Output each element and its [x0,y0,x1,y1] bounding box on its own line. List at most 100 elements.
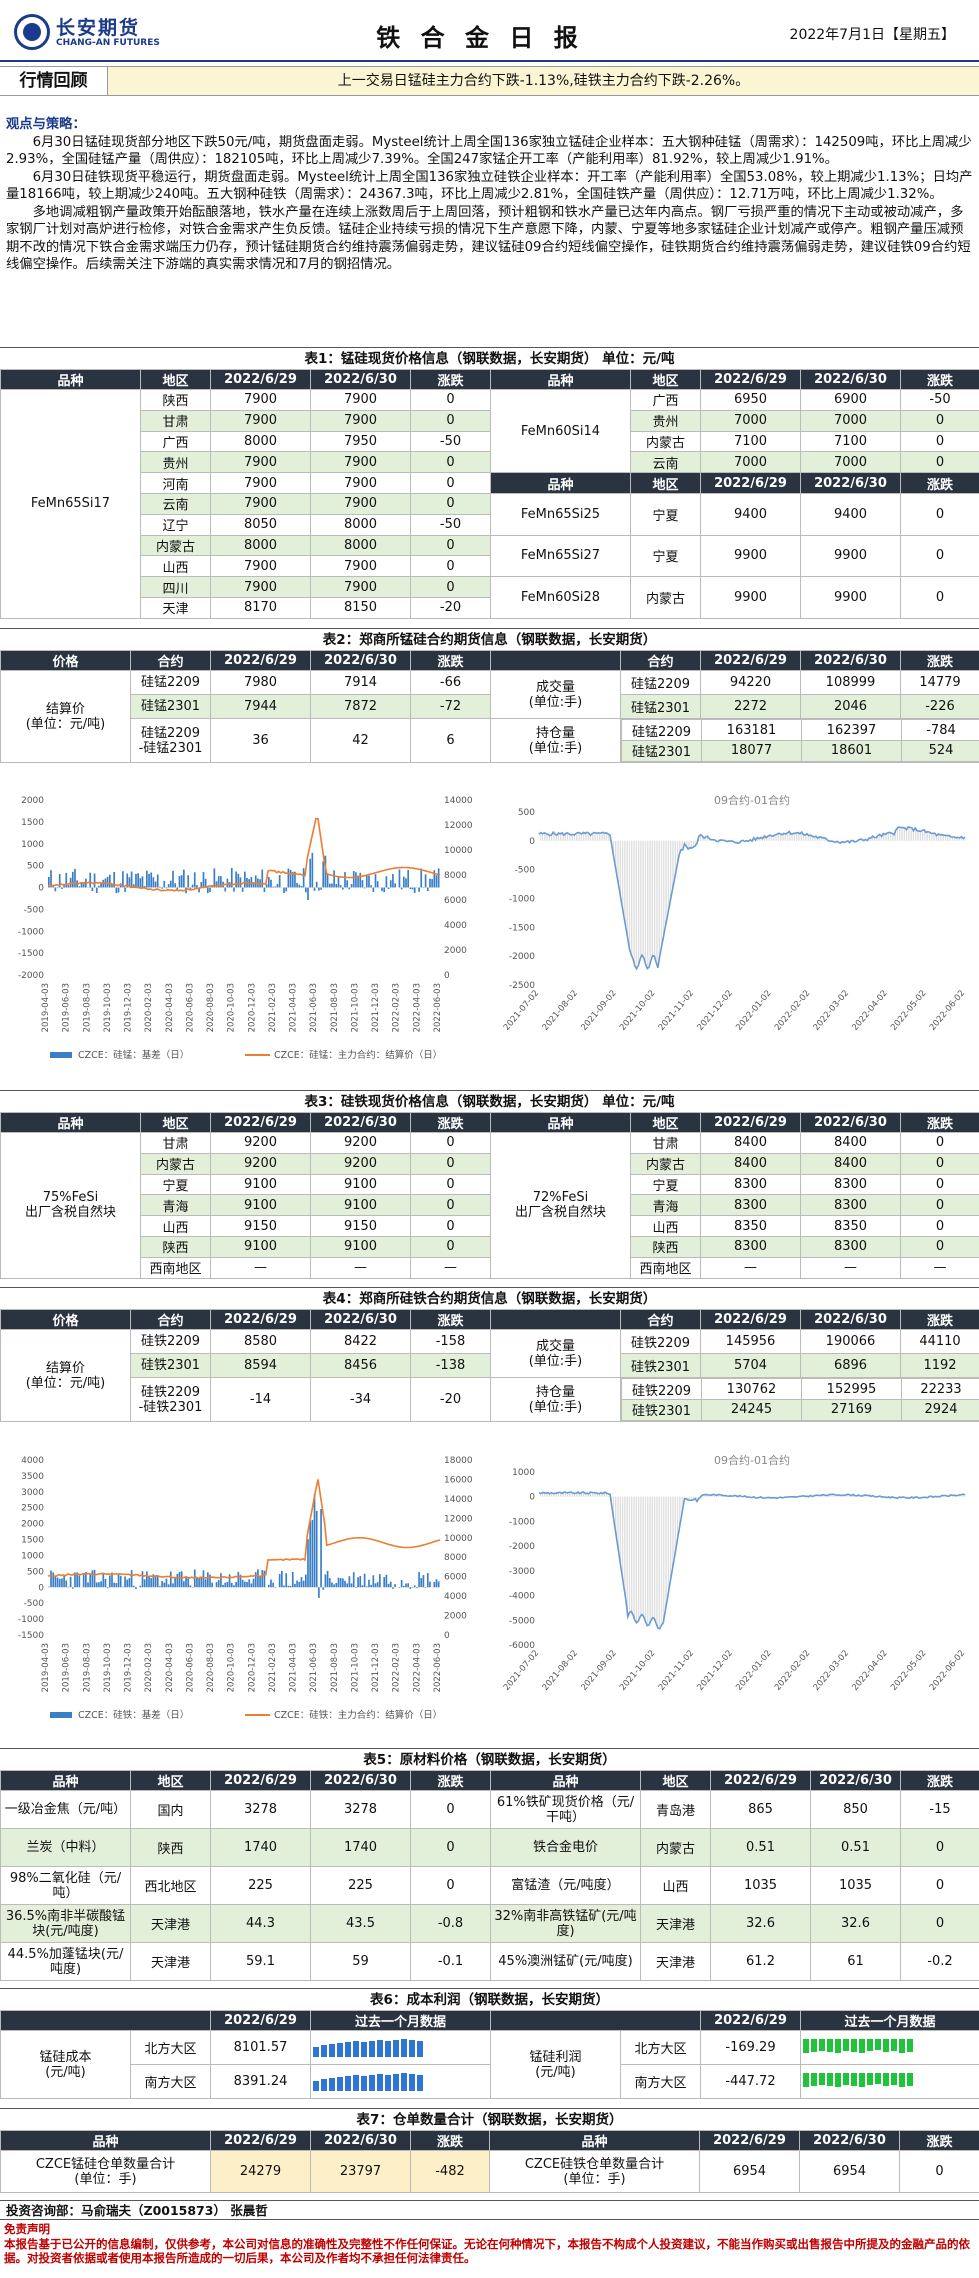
basis-bar [176,1573,179,1588]
table-cell: 3278 [210,1790,311,1829]
basis-bar [359,872,362,888]
basis-bar [376,881,379,888]
table-cell: 天津港 [640,1942,711,1981]
table-row: 价格 合约 2022/6/29 2022/6/30 涨跌 合约 2022/6/29 2022/… [0,650,979,671]
basis-bar [141,876,144,888]
basis-bar [339,885,342,888]
basis-bar [387,1583,390,1588]
basis-bar [363,887,366,889]
table-cell: 2046 [800,694,901,719]
table-cell: 865 [710,1790,811,1829]
basis-bar [407,869,410,888]
basis-bar [122,871,124,888]
tick-label: 3500 [21,1472,44,1482]
table-cell: 0 [900,1828,979,1867]
basis-bar [276,883,279,888]
table-cell: 1035 [810,1866,901,1905]
basis-bar [320,887,322,890]
basis-bar [352,1572,355,1588]
basis-bar [259,1576,261,1588]
column-header: 2022/6/29 [699,2130,800,2151]
tick-label: 2021-11-02 [657,1649,696,1693]
tick-label: 2022-06-03 [433,1643,443,1692]
spark-bar [875,2072,881,2084]
table-cell: 32.6 [810,1904,901,1943]
tick-label: 2019-10-03 [103,1643,113,1692]
spark-bar [361,2041,367,2057]
strategy-paragraph: 6月30日硅铁现货平稳运行，期货盘面走弱。Mysteel统计上周全国136家独立… [6,169,973,203]
table-cell: 山西 [140,1215,211,1237]
basis-bar [154,1575,157,1588]
table-cell: 0.51 [710,1828,811,1867]
basis-bar [111,884,113,888]
basis-bar [200,1577,203,1588]
table-cell: 8300 [700,1173,801,1196]
spark-bar [337,2076,343,2091]
table-cell: 0 [899,2150,979,2193]
table-cell: -20 [410,1377,491,1422]
tick-label: 2021-10-02 [618,1649,657,1693]
basis-bar [291,1571,294,1588]
basis-bar [246,1581,248,1588]
basis-bar [183,869,185,888]
settle-price-line [47,1479,441,1580]
basis-bar [54,887,57,892]
table-cell: 0 [900,1152,979,1175]
tick-label: 2021-12-03 [371,1643,381,1692]
column-header: 2022/6/30 [310,1112,411,1133]
basis-bar [422,1575,425,1588]
tick-label: -2000 [509,952,535,962]
column-header: 价格 [0,650,131,671]
table-cell: FeMn60Si28 [490,576,631,619]
table-cell: 0 [410,1215,491,1237]
table-cell: 0 [410,534,491,557]
table-cell: 9900 [700,534,801,578]
basis-bar [402,876,405,888]
basis-bar [78,1575,81,1588]
table-cell: 8350 [700,1215,801,1237]
basis-bar [152,1574,155,1588]
tick-label: 2021-12-03 [371,983,381,1032]
column-header: 品种 [490,369,631,390]
tick-label: -1500 [18,1631,44,1641]
spark-bar [361,2075,367,2091]
tick-label: -1000 [18,1615,44,1625]
table-row: 河南 7900 7900 0 品种 地区 2022/6/29 2022/6/30 涨跌 [1,472,979,494]
table-cell: 8150 [310,596,411,619]
chart-title: 09合约-01合约 [714,1453,790,1467]
tick-label: 8000 [444,871,467,881]
table-row: 品种 地区 2022/6/29 2022/6/30 涨跌 品种 地区 2022/6/29 202… [0,369,979,390]
table-cell: -482 [410,2150,490,2193]
tick-label: 500 [518,808,535,818]
table-cell: 9900 [800,534,901,578]
table-cell: 0 [410,1828,491,1867]
basis-bar [376,1582,379,1588]
table-row: 甘肃 7900 7900 0 贵州 7000 7000 0 [1,409,979,432]
table-cell: 0 [900,430,979,453]
tick-label: 14000 [444,1495,473,1505]
tick-label: 2020-08-03 [206,1643,216,1692]
basis-bar [359,1575,362,1588]
column-header: 2022/6/30 [810,1770,901,1791]
spark-bar [819,2038,825,2051]
basis-bar [100,882,102,888]
basis-bar [263,887,266,892]
tick-label: 10000 [444,846,473,856]
basis-bar [394,1584,396,1588]
basis-bar [300,1577,303,1588]
table-cell: 宁夏 [630,492,701,536]
table-cell: 9400 [800,492,901,536]
spark-bar [417,2040,423,2057]
table-cell: 甘肃 [140,1132,211,1154]
basis-bar [180,1571,183,1588]
column-header: 过去一个月数据 [800,2010,979,2031]
table-cell: 9200 [310,1132,411,1154]
table-cell: 0 [410,472,491,494]
tick-label: -1000 [509,1517,535,1527]
basis-bar [191,884,194,888]
table-cell: 0 [900,1132,979,1154]
basis-bar [372,1575,375,1588]
basis-bar [363,1573,366,1588]
basis-bar [163,1582,166,1588]
basis-bar [368,1579,370,1588]
